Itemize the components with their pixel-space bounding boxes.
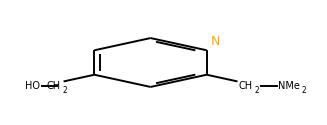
Text: 2: 2 (302, 86, 306, 95)
Text: N: N (211, 36, 220, 49)
Text: 2: 2 (62, 86, 67, 95)
Text: NMe: NMe (278, 81, 300, 91)
Text: CH: CH (238, 81, 252, 91)
Text: 2: 2 (255, 86, 260, 95)
Text: CH: CH (46, 81, 60, 91)
Text: HO: HO (25, 81, 40, 91)
